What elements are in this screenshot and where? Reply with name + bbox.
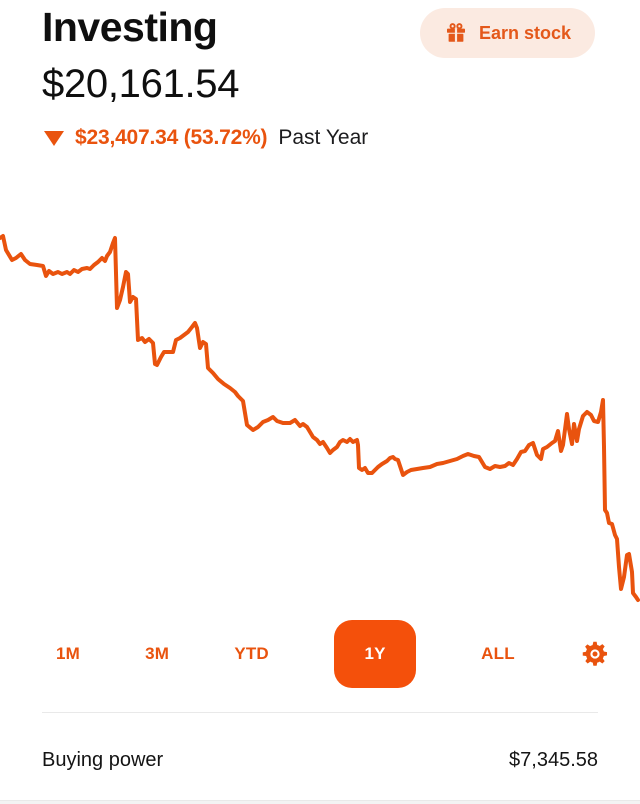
portfolio-change-row: $23,407.34 (53.72%) Past Year bbox=[44, 123, 368, 153]
triangle-down-icon bbox=[44, 130, 64, 146]
range-all[interactable]: ALL bbox=[481, 644, 515, 663]
range-selector: 1M 3M YTD 1Y ALL bbox=[56, 620, 610, 688]
buying-power-row[interactable]: Buying power $7,345.58 bbox=[42, 745, 598, 775]
range-1y-selected[interactable]: 1Y bbox=[334, 620, 417, 688]
portfolio-line bbox=[0, 234, 640, 602]
chart-settings-button[interactable] bbox=[580, 639, 610, 669]
gift-icon bbox=[444, 21, 468, 45]
portfolio-value: $20,161.54 bbox=[42, 62, 240, 106]
portfolio-change-period: Past Year bbox=[278, 126, 369, 149]
page-title: Investing bbox=[42, 4, 218, 50]
range-1m[interactable]: 1M bbox=[56, 644, 81, 663]
portfolio-change-amount: $23,407.34 (53.72%) bbox=[75, 126, 268, 149]
earn-stock-label: Earn stock bbox=[478, 22, 571, 43]
bottom-card-edge bbox=[0, 800, 640, 804]
buying-power-value: $7,345.58 bbox=[509, 748, 598, 771]
range-3m[interactable]: 3M bbox=[145, 644, 170, 663]
gear-icon bbox=[580, 641, 610, 672]
earn-stock-button[interactable]: Earn stock bbox=[419, 8, 595, 58]
portfolio-chart[interactable] bbox=[0, 222, 640, 614]
section-divider bbox=[42, 712, 598, 713]
buying-power-label: Buying power bbox=[42, 748, 164, 771]
range-ytd[interactable]: YTD bbox=[234, 644, 269, 663]
